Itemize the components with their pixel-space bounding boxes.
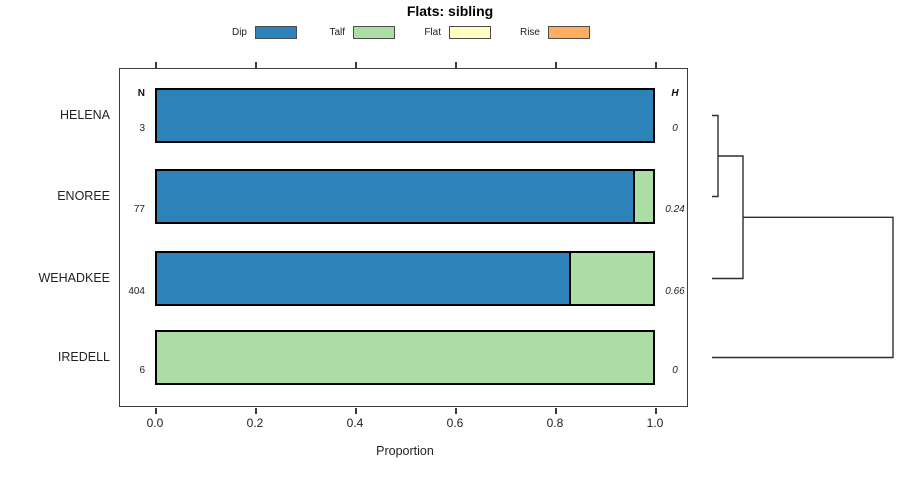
axis-tick xyxy=(655,407,657,414)
bar-segment-dip xyxy=(157,171,634,222)
stacked-bar-enoree xyxy=(155,169,655,224)
category-label-helena: HELENA xyxy=(59,108,110,122)
stacked-bar-helena xyxy=(155,88,655,143)
h-value: 0.24 xyxy=(665,204,685,215)
legend-item-dip: Dip xyxy=(213,24,297,41)
n-value: 6 xyxy=(139,365,145,376)
axis-tick xyxy=(155,62,157,68)
legend-label-talf: Talf xyxy=(329,27,345,38)
legend-swatch-dip xyxy=(255,26,297,39)
legend-label-dip: Dip xyxy=(231,27,247,38)
axis-tick xyxy=(355,407,357,414)
category-label-iredell: IREDELL xyxy=(57,350,110,364)
category-label-wehadkee: WEHADKEE xyxy=(38,271,110,285)
h-value: 0.66 xyxy=(665,286,685,297)
bar-segment-talf xyxy=(633,171,653,222)
x-tick-label: 0.4 xyxy=(346,416,364,430)
n-value: 3 xyxy=(139,123,145,134)
n-value: 77 xyxy=(133,204,145,215)
h-column-header: H xyxy=(671,88,679,99)
legend-label-rise: Rise xyxy=(519,27,540,38)
x-tick-label: 0.6 xyxy=(446,416,464,430)
dendrogram-branch xyxy=(712,216,894,359)
stacked-bar-iredell xyxy=(155,330,655,385)
axis-tick xyxy=(555,62,557,68)
bar-segment-dip xyxy=(157,90,653,141)
legend-item-talf: Talf xyxy=(311,24,395,41)
dendrogram-branch xyxy=(712,114,719,198)
legend-swatch-rise xyxy=(548,26,590,39)
axis-tick xyxy=(455,62,457,68)
h-value: 0 xyxy=(672,123,678,134)
axis-tick xyxy=(155,407,157,414)
plot-panel xyxy=(119,68,688,407)
axis-tick xyxy=(355,62,357,68)
x-axis-label: Proportion xyxy=(376,444,434,458)
x-tick-label: 1.0 xyxy=(646,416,664,430)
axis-tick xyxy=(655,62,657,68)
legend-swatch-flat xyxy=(449,26,491,39)
h-value: 0 xyxy=(672,365,678,376)
axis-tick xyxy=(255,62,257,68)
axis-tick xyxy=(455,407,457,414)
legend-swatch-talf xyxy=(353,26,395,39)
category-label-enoree: ENOREE xyxy=(57,189,110,203)
n-value: 404 xyxy=(128,286,145,297)
dendrogram-branch xyxy=(712,155,744,280)
axis-tick xyxy=(255,407,257,414)
x-tick-label: 0.2 xyxy=(246,416,264,430)
x-tick-label: 0.8 xyxy=(546,416,564,430)
legend-item-flat: Flat xyxy=(407,24,491,41)
axis-tick xyxy=(555,407,557,414)
legend-label-flat: Flat xyxy=(424,27,441,38)
x-tick-label: 0.0 xyxy=(146,416,164,430)
legend-item-rise: Rise xyxy=(506,24,590,41)
n-column-header: N xyxy=(137,88,145,99)
bar-segment-talf xyxy=(568,253,653,304)
chart-title: Flats: sibling xyxy=(406,3,494,19)
bar-segment-talf xyxy=(157,332,653,383)
bar-segment-dip xyxy=(157,253,569,304)
stacked-bar-wehadkee xyxy=(155,251,655,306)
